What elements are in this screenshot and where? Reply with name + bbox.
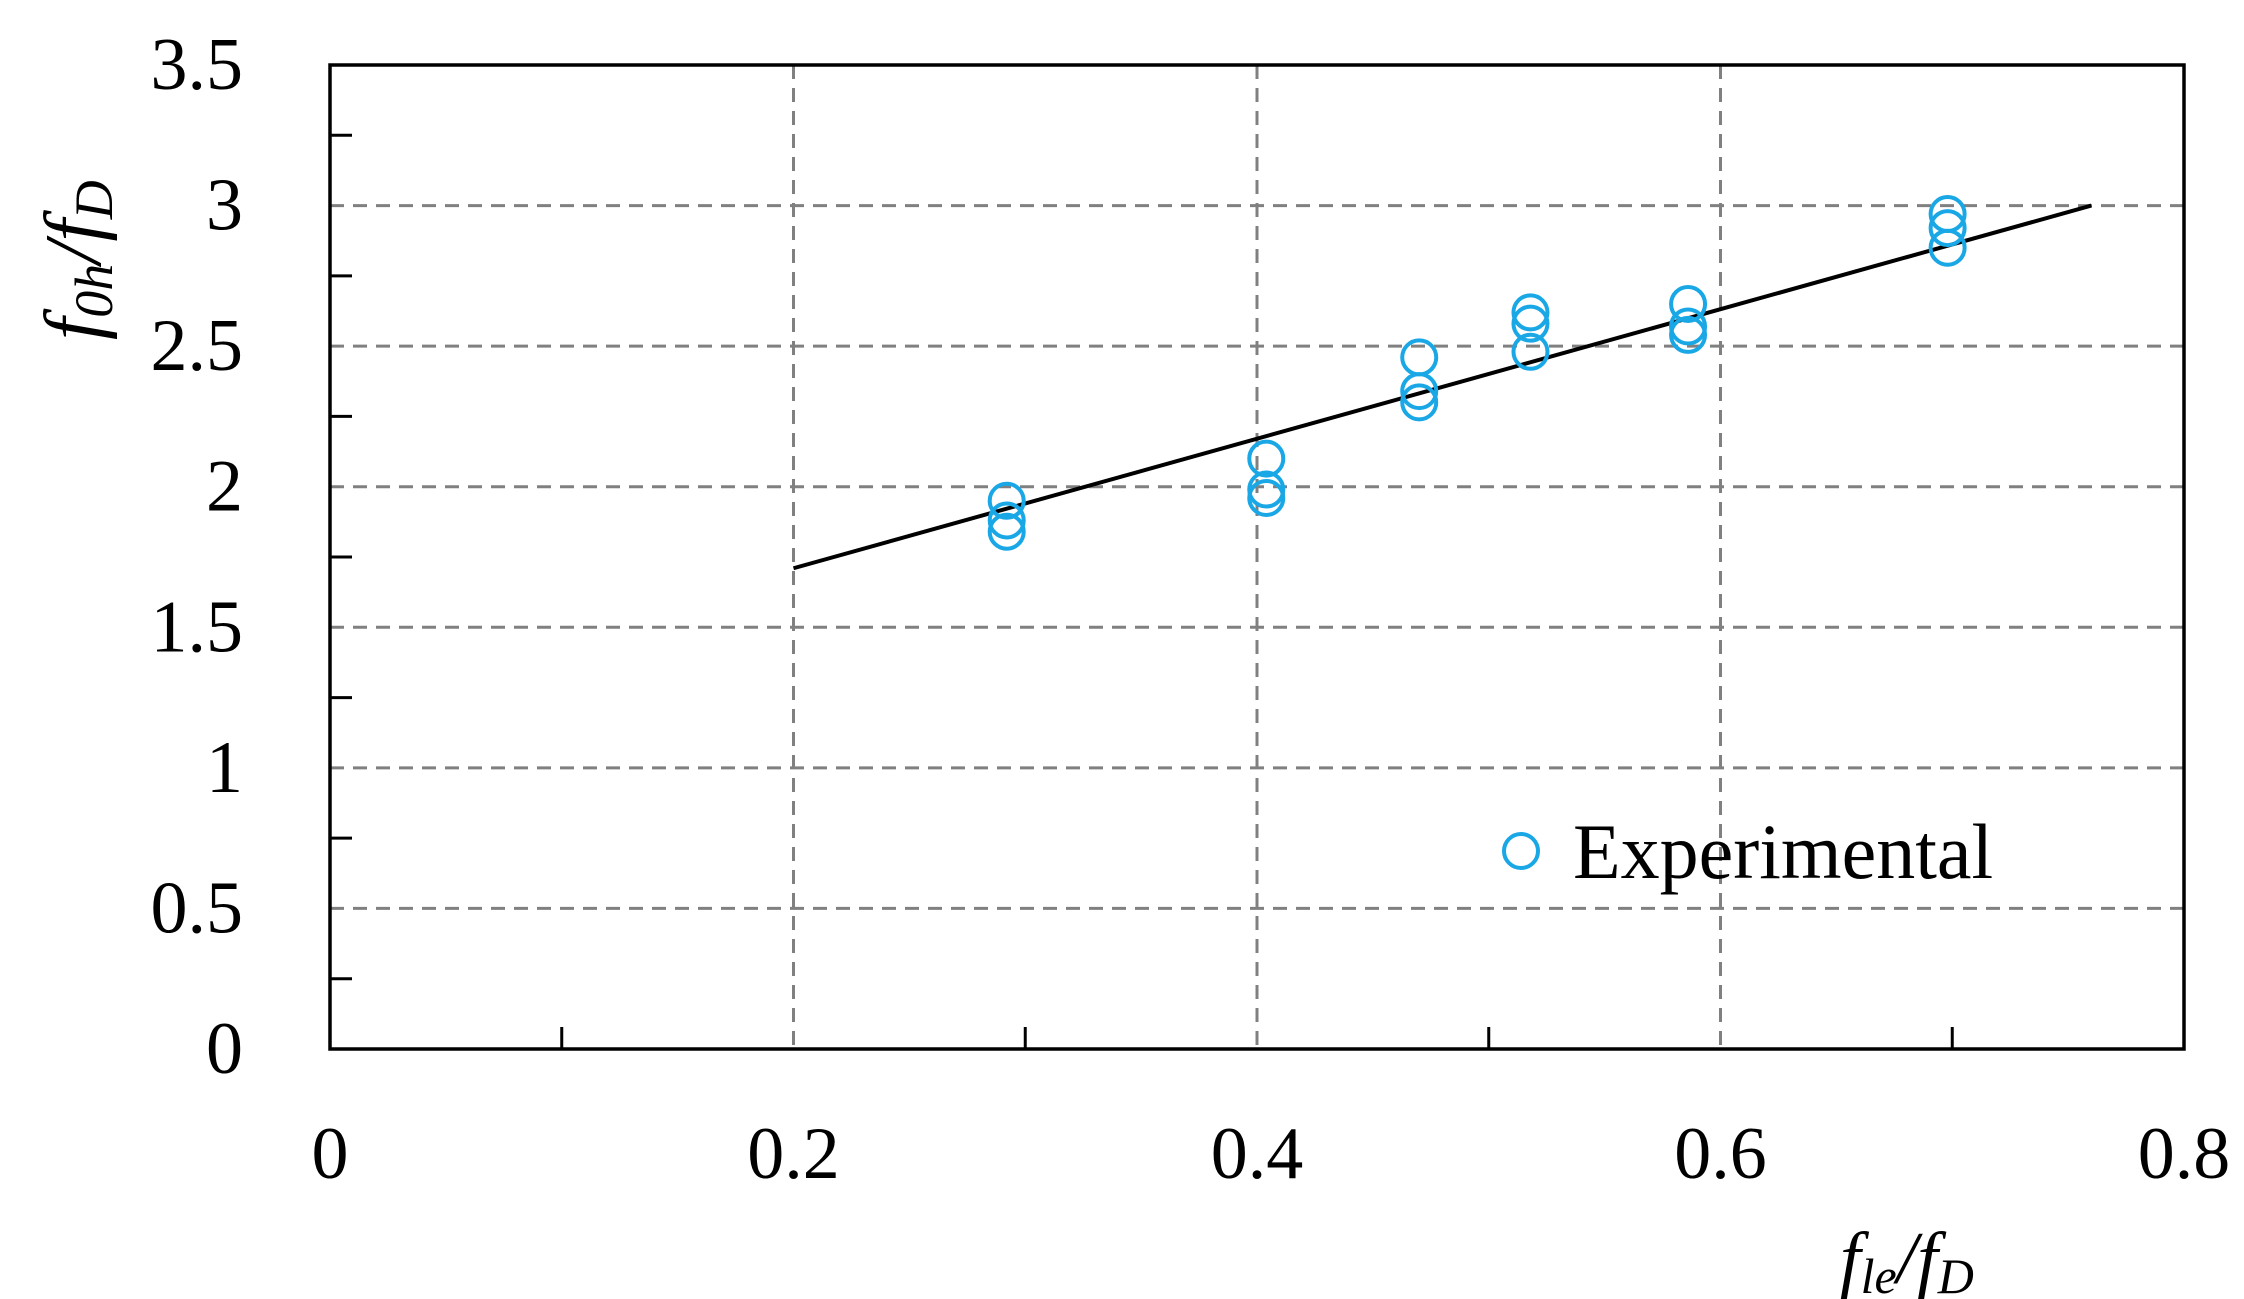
data-point xyxy=(1511,332,1550,371)
y-axis-title: f0h/fD xyxy=(30,180,124,340)
data-point xyxy=(1669,315,1708,354)
data-point xyxy=(987,512,1026,551)
minor-ticks xyxy=(330,133,1954,1049)
x-tick-label: 0.6 xyxy=(1674,1113,1767,1195)
x-tick-label: 0 xyxy=(312,1113,349,1195)
fit-line xyxy=(792,203,2092,571)
y-tick-label: 0.5 xyxy=(151,867,244,949)
y-tick-label: 3 xyxy=(206,165,243,247)
x-tick-label: 0.8 xyxy=(2138,1113,2231,1195)
y-axis-title-sub2: D xyxy=(64,180,124,220)
x-axis-title-sub2: D xyxy=(1937,1248,1974,1299)
legend: Experimental xyxy=(1502,808,1993,895)
data-point xyxy=(987,481,1026,520)
x-tick-label: 0.2 xyxy=(747,1113,840,1195)
y-tick-labels: 0 0.5 1 1.5 2 2.5 3 3.5 xyxy=(151,24,244,1090)
data-point xyxy=(1669,284,1708,323)
legend-label: Experimental xyxy=(1573,808,1993,895)
y-axis-title-sub1: 0h xyxy=(64,264,124,318)
data-point xyxy=(1511,293,1550,332)
series xyxy=(792,195,2092,571)
data-point xyxy=(987,501,1026,540)
y-tick-label: 2.5 xyxy=(151,305,244,387)
x-axis-title-sub1: le xyxy=(1861,1248,1897,1299)
data-point xyxy=(1669,307,1708,346)
data-point xyxy=(1247,439,1286,478)
data-point xyxy=(1511,304,1550,343)
legend-marker xyxy=(1502,832,1540,870)
plot-frame xyxy=(328,63,2186,1051)
y-tick-label: 0 xyxy=(206,1008,243,1090)
y-tick-label: 1.5 xyxy=(151,586,244,668)
data-point xyxy=(1400,372,1439,411)
x-tick-label: 0.4 xyxy=(1211,1113,1304,1195)
grid xyxy=(330,65,2184,1049)
x-tick-labels: 0 0.2 0.4 0.6 0.8 xyxy=(312,1113,2231,1195)
y-tick-label: 2 xyxy=(206,446,243,528)
data-point xyxy=(1400,383,1439,422)
y-tick-label: 1 xyxy=(206,727,243,809)
x-axis-title: fle/fD xyxy=(1840,1218,1974,1299)
data-point xyxy=(1247,470,1286,509)
data-point xyxy=(1928,228,1967,267)
data-point xyxy=(1247,478,1286,517)
y-tick-label: 3.5 xyxy=(151,24,244,106)
data-point xyxy=(1928,209,1967,248)
